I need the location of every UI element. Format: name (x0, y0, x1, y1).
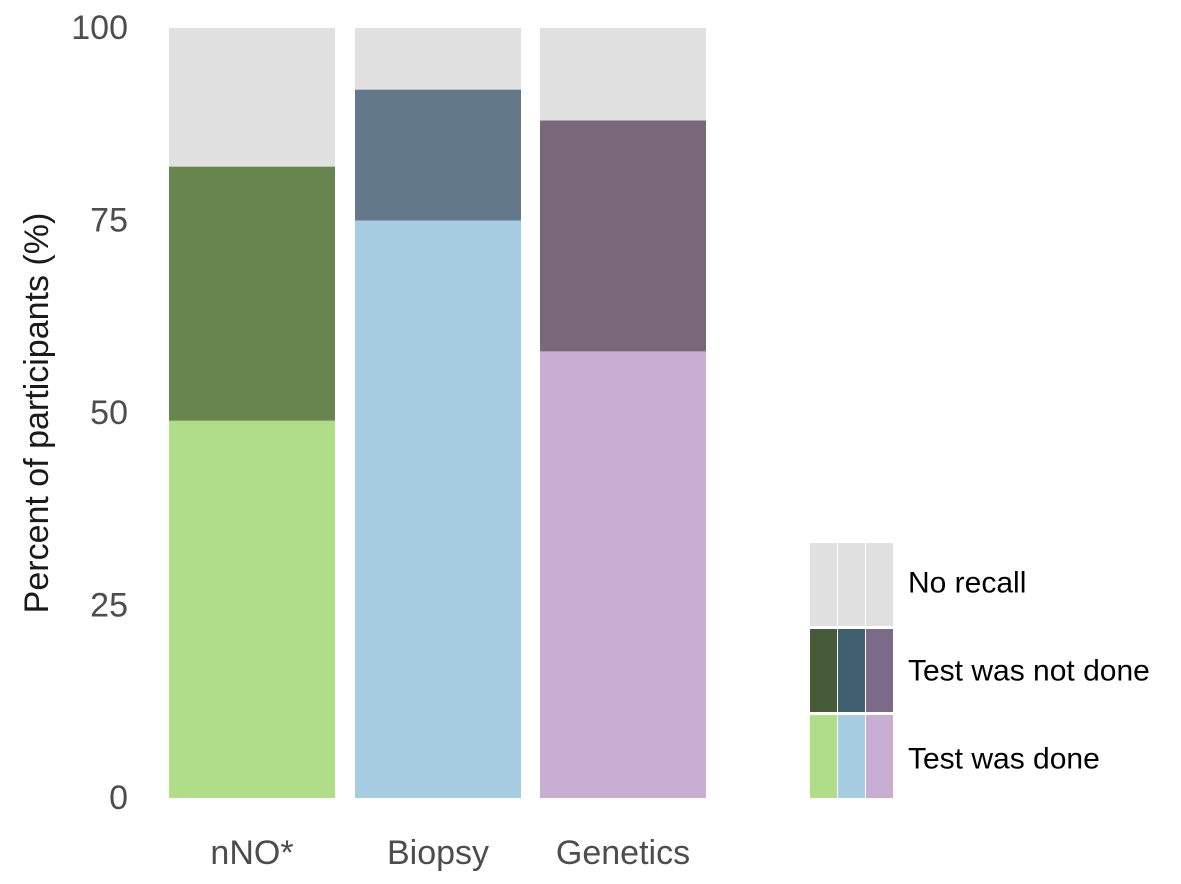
y-tick-label-0: 0 (109, 779, 128, 817)
legend-swatch-test-was-done-1 (810, 715, 837, 798)
bar-nno-no-recall (169, 28, 335, 167)
bar-genetics-test-was-not-done (540, 120, 706, 352)
legend-swatch-test-was-done-3 (866, 715, 893, 798)
y-tick-label-75: 75 (90, 202, 128, 240)
bars-group (169, 28, 706, 798)
x-tick-label-nno: nNO* (210, 834, 293, 872)
legend-swatch-no-recall-2 (838, 543, 865, 626)
legend-swatch-no-recall-1 (810, 543, 837, 626)
bar-nno-test-was-not-done (169, 166, 335, 421)
legend-swatch-test-was-done-2 (838, 715, 865, 798)
x-tick-label-biopsy: Biopsy (387, 834, 489, 872)
legend-label-no-recall: No recall (908, 567, 1026, 600)
legend-label-test-was-done: Test was done (908, 743, 1100, 776)
bar-genetics-test-was-done (540, 351, 706, 798)
y-tick-label-50: 50 (90, 394, 128, 432)
bar-biopsy-test-was-not-done (355, 89, 521, 221)
legend-swatch-test-was-not-done-2 (838, 629, 865, 712)
x-axis-ticks: nNO* Biopsy Genetics (210, 834, 690, 872)
bar-nno-test-was-done (169, 420, 335, 798)
legend-swatch-test-was-not-done-3 (866, 629, 893, 712)
y-axis-ticks: 0 25 50 75 100 (71, 9, 128, 817)
bar-genetics-no-recall (540, 28, 706, 121)
legend-swatch-no-recall-3 (866, 543, 893, 626)
x-tick-label-genetics: Genetics (556, 834, 690, 872)
bar-biopsy-no-recall (355, 28, 521, 90)
legend: No recall Test was not done Test was done (810, 543, 1150, 798)
y-tick-label-25: 25 (90, 587, 128, 625)
legend-label-test-was-not-done: Test was not done (908, 655, 1150, 688)
bar-biopsy-test-was-done (355, 220, 521, 798)
y-axis-title: Percent of participants (%) (18, 213, 56, 614)
y-tick-label-100: 100 (71, 9, 128, 47)
legend-swatch-test-was-not-done-1 (810, 629, 837, 712)
